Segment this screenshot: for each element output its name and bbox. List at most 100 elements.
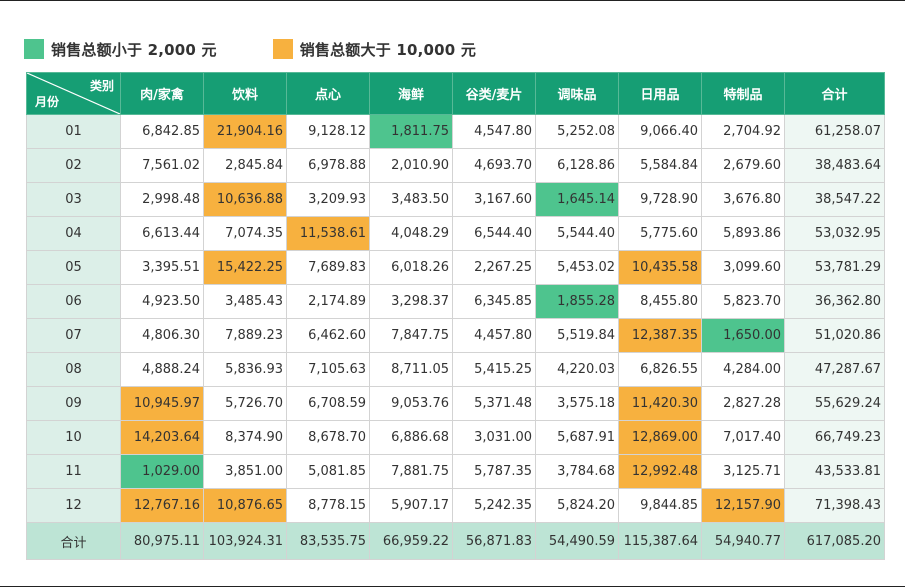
value-cell: 7,689.83	[286, 250, 370, 285]
value-cell: 10,876.65	[203, 488, 287, 523]
value-cell: 5,893.86	[701, 216, 785, 251]
value-cell: 2,010.90	[369, 148, 453, 183]
value-cell: 5,687.91	[535, 420, 619, 455]
top-border-line	[0, 0, 905, 1]
value-cell: 6,128.86	[535, 148, 619, 183]
column-total-cell: 83,535.75	[286, 522, 370, 560]
legend: 销售总额小于 2,000 元 销售总额大于 10,000 元	[24, 39, 532, 59]
value-cell: 6,886.68	[369, 420, 453, 455]
value-cell: 5,371.48	[452, 386, 536, 421]
row-total-cell: 66,749.23	[784, 420, 885, 455]
legend-label-high: 销售总额大于 10,000 元	[299, 40, 477, 59]
value-cell: 10,435.58	[618, 250, 702, 285]
corner-month-label: 月份	[35, 95, 60, 109]
corner-diagonal-line	[27, 73, 120, 114]
value-cell: 1,650.00	[701, 318, 785, 353]
value-cell: 4,888.24	[120, 352, 204, 387]
value-cell: 21,904.16	[203, 114, 287, 149]
value-cell: 4,547.80	[452, 114, 536, 149]
table-row: 06 4,923.50 3,485.43 2,174.89 3,298.37 6,345.…	[26, 284, 885, 319]
table-row: 10 14,203.64 8,374.90 8,678.70 6,886.68 3,031…	[26, 420, 885, 455]
value-cell: 3,851.00	[203, 454, 287, 489]
value-cell: 2,704.92	[701, 114, 785, 149]
value-cell: 4,457.80	[452, 318, 536, 353]
column-header: 合计	[784, 72, 885, 115]
table-row: 01 6,842.85 21,904.16 9,128.12 1,811.75 4,547…	[26, 114, 885, 149]
month-cell: 05	[26, 250, 121, 285]
month-cell: 11	[26, 454, 121, 489]
corner-header-cell: 类别 月份	[26, 72, 121, 115]
month-cell: 07	[26, 318, 121, 353]
column-header: 肉/家禽	[120, 72, 204, 115]
value-cell: 6,842.85	[120, 114, 204, 149]
total-row-label: 合计	[26, 522, 121, 560]
value-cell: 9,728.90	[618, 182, 702, 217]
legend-item-low: 销售总额小于 2,000 元	[24, 39, 217, 60]
value-cell: 10,945.97	[120, 386, 204, 421]
value-cell: 1,029.00	[120, 454, 204, 489]
legend-swatch-green	[24, 39, 44, 59]
column-header: 调味品	[535, 72, 619, 115]
row-total-cell: 47,287.67	[784, 352, 885, 387]
value-cell: 6,708.59	[286, 386, 370, 421]
value-cell: 11,420.30	[618, 386, 702, 421]
value-cell: 3,485.43	[203, 284, 287, 319]
value-cell: 5,726.70	[203, 386, 287, 421]
value-cell: 3,125.71	[701, 454, 785, 489]
value-cell: 12,992.48	[618, 454, 702, 489]
table-row: 07 4,806.30 7,889.23 6,462.60 7,847.75 4,457.…	[26, 318, 885, 353]
value-cell: 8,455.80	[618, 284, 702, 319]
month-cell: 04	[26, 216, 121, 251]
value-cell: 5,823.70	[701, 284, 785, 319]
month-cell: 08	[26, 352, 121, 387]
table-row: 02 7,561.02 2,845.84 6,978.88 2,010.90 4,693.…	[26, 148, 885, 183]
row-total-cell: 53,781.29	[784, 250, 885, 285]
value-cell: 8,678.70	[286, 420, 370, 455]
value-cell: 5,242.35	[452, 488, 536, 523]
value-cell: 6,345.85	[452, 284, 536, 319]
month-cell: 02	[26, 148, 121, 183]
value-cell: 4,693.70	[452, 148, 536, 183]
value-cell: 5,544.40	[535, 216, 619, 251]
value-cell: 7,105.63	[286, 352, 370, 387]
column-header: 海鲜	[369, 72, 453, 115]
month-cell: 06	[26, 284, 121, 319]
legend-item-high: 销售总额大于 10,000 元	[272, 39, 477, 60]
column-total-cell: 66,959.22	[369, 522, 453, 560]
value-cell: 7,074.35	[203, 216, 287, 251]
month-cell: 12	[26, 488, 121, 523]
row-total-cell: 36,362.80	[784, 284, 885, 319]
value-cell: 3,209.93	[286, 182, 370, 217]
value-cell: 3,784.68	[535, 454, 619, 489]
value-cell: 4,048.29	[369, 216, 453, 251]
table-row: 09 10,945.97 5,726.70 6,708.59 9,053.76 5,371…	[26, 386, 885, 421]
table-row: 03 2,998.48 10,636.88 3,209.93 3,483.50 3,167…	[26, 182, 885, 217]
column-total-cell: 54,940.77	[701, 522, 785, 560]
row-total-cell: 43,533.81	[784, 454, 885, 489]
value-cell: 4,284.00	[701, 352, 785, 387]
row-total-cell: 55,629.24	[784, 386, 885, 421]
value-cell: 10,636.88	[203, 182, 287, 217]
value-cell: 3,483.50	[369, 182, 453, 217]
row-total-cell: 61,258.07	[784, 114, 885, 149]
value-cell: 4,220.03	[535, 352, 619, 387]
table-header-row: 类别 月份 肉/家禽 饮料 点心 海鲜 谷类/麦片 调味品 日用品 特制品 合计	[26, 72, 885, 115]
value-cell: 3,298.37	[369, 284, 453, 319]
value-cell: 14,203.64	[120, 420, 204, 455]
value-cell: 7,847.75	[369, 318, 453, 353]
value-cell: 2,267.25	[452, 250, 536, 285]
value-cell: 6,613.44	[120, 216, 204, 251]
value-cell: 8,778.15	[286, 488, 370, 523]
table-row: 11 1,029.00 3,851.00 5,081.85 7,881.75 5,787.…	[26, 454, 885, 489]
value-cell: 5,836.93	[203, 352, 287, 387]
table-row: 04 6,613.44 7,074.35 11,538.61 4,048.29 6,544…	[26, 216, 885, 251]
value-cell: 1,855.28	[535, 284, 619, 319]
value-cell: 3,395.51	[120, 250, 204, 285]
value-cell: 2,679.60	[701, 148, 785, 183]
legend-swatch-orange	[272, 39, 293, 59]
value-cell: 12,387.35	[618, 318, 702, 353]
value-cell: 5,081.85	[286, 454, 370, 489]
column-header: 日用品	[618, 72, 702, 115]
column-header: 特制品	[701, 72, 785, 115]
value-cell: 12,157.90	[701, 488, 785, 523]
